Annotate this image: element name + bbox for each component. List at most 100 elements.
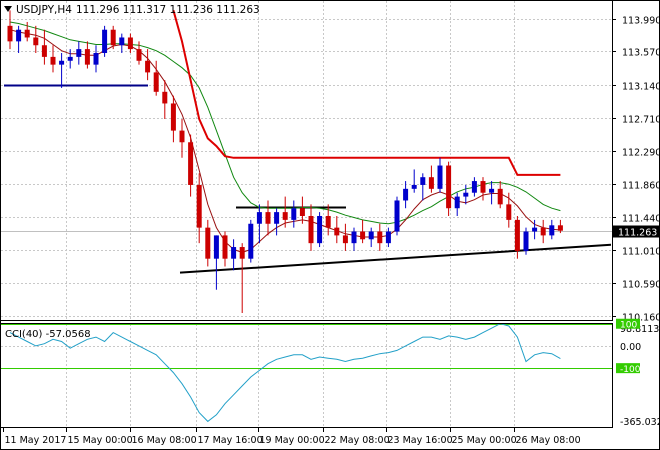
candle-body	[7, 25, 13, 42]
collapse-triangle-icon[interactable]	[4, 6, 12, 12]
candle	[136, 41, 142, 65]
candle-body	[351, 231, 357, 244]
candle	[454, 192, 460, 216]
candle	[7, 10, 13, 50]
candle-body	[523, 231, 529, 251]
candle	[248, 219, 254, 263]
cci-tick-label: -365.0328	[620, 417, 660, 428]
candle	[50, 45, 56, 73]
price-axis: 113.990 113.570 113.140 112.710 112.290 111.8…	[612, 16, 660, 324]
candle-body	[299, 208, 305, 216]
candle	[24, 21, 30, 42]
candle	[299, 196, 305, 224]
candle	[308, 204, 314, 251]
candle-body	[33, 37, 39, 46]
candle-body	[265, 212, 271, 224]
moving-average-ma_red	[172, 10, 561, 176]
price-tick-label: 112.710	[622, 115, 660, 126]
candle-body	[196, 184, 202, 228]
candle-body	[188, 142, 194, 185]
candle	[480, 177, 486, 201]
time-tick-label: 25 May 00:00	[452, 435, 517, 446]
candle	[282, 196, 288, 228]
chart-symbol: USDJPY,H4	[16, 4, 72, 16]
candle	[403, 181, 409, 209]
price-tick-label: 111.860	[622, 181, 660, 192]
candle	[437, 157, 443, 193]
candle	[213, 235, 219, 290]
trendline	[179, 243, 612, 274]
candle	[179, 118, 185, 158]
candle	[153, 60, 159, 96]
candle-body	[437, 165, 443, 189]
candle-body	[446, 165, 452, 209]
candle-body	[127, 37, 133, 50]
candle	[557, 219, 563, 234]
candle	[119, 33, 125, 54]
candle-body	[274, 212, 280, 224]
candle-body	[394, 200, 400, 232]
cci-level-label: -100	[620, 365, 641, 375]
cci-plot	[9, 323, 561, 423]
candle	[110, 25, 116, 50]
candle-body	[385, 231, 391, 244]
time-tick-label: 16 May 08:00	[132, 435, 197, 446]
candle-body	[360, 231, 366, 240]
time-tick-label: 15 May 00:00	[68, 435, 133, 446]
price-tick-label: 110.160	[622, 313, 660, 324]
candle	[170, 95, 176, 143]
candle-body	[480, 181, 486, 193]
price-tick-label: 113.140	[622, 82, 660, 93]
current-price-label: 111.263	[618, 228, 657, 239]
candle-body	[153, 72, 159, 92]
candle-body	[162, 91, 168, 104]
cci-grid	[1, 324, 612, 369]
candle	[540, 219, 546, 244]
candle	[394, 196, 400, 236]
candle	[446, 161, 452, 216]
ohlc-readout: 111.296 111.317 111.236 111.263	[76, 4, 260, 16]
candle	[84, 41, 90, 69]
candle-body	[454, 196, 460, 209]
candle-body	[377, 231, 383, 244]
time-tick-label: 22 May 08:00	[325, 435, 390, 446]
price-tick-label: 111.010	[622, 247, 660, 258]
candle-body	[368, 231, 374, 240]
candle-body	[506, 204, 512, 220]
candle-body	[342, 235, 348, 244]
cci-level-badge	[616, 363, 640, 374]
time-tick-label: 23 May 16:00	[388, 435, 453, 446]
candle-body	[557, 225, 563, 231]
candle	[162, 80, 168, 119]
candle-body	[317, 215, 323, 244]
candle-body	[84, 49, 90, 65]
candle-body	[179, 130, 185, 143]
time-tick-label: 26 May 08:00	[516, 435, 581, 446]
price-tick-label: 113.990	[622, 16, 660, 27]
candle	[265, 200, 271, 236]
candle	[239, 243, 245, 314]
candle	[463, 184, 469, 205]
time-tick-label: 17 May 16:00	[198, 435, 263, 446]
candle-body	[248, 223, 254, 259]
candle-body	[403, 188, 409, 201]
candle-body	[222, 235, 228, 259]
candle	[127, 33, 133, 54]
candle	[16, 25, 22, 54]
candle	[523, 227, 529, 255]
candle	[145, 49, 151, 81]
candle	[33, 25, 39, 54]
candle-body	[145, 60, 151, 73]
candle-body	[239, 247, 245, 259]
candle-body	[489, 188, 495, 193]
candle-body	[119, 37, 125, 46]
cci-level-badge	[616, 318, 640, 329]
candle	[506, 192, 512, 228]
candle	[196, 173, 202, 244]
cci-indicator-label: CCI(40) -57.0568	[5, 329, 91, 340]
candle-body	[291, 208, 297, 220]
candle-body	[308, 215, 314, 244]
candle-body	[136, 49, 142, 61]
candle-body	[420, 177, 426, 185]
